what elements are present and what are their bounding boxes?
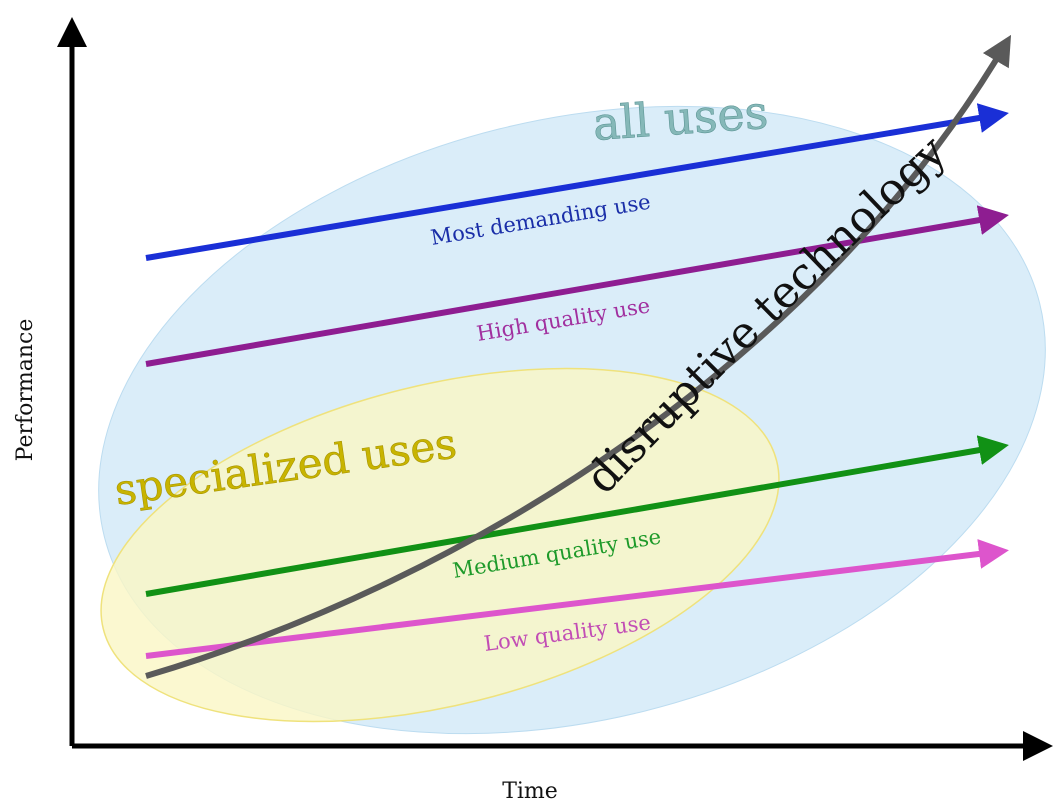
low-quality-use-arrow bbox=[145, 539, 1009, 659]
y-axis-label: Performance bbox=[13, 319, 38, 462]
x-axis-label: Time bbox=[502, 779, 558, 804]
most-demanding-use-arrow bbox=[145, 103, 1009, 261]
medium-quality-use-arrow bbox=[145, 435, 1009, 597]
all-uses-label: all uses bbox=[591, 85, 770, 151]
disruptive-technology-curve bbox=[145, 34, 1012, 679]
